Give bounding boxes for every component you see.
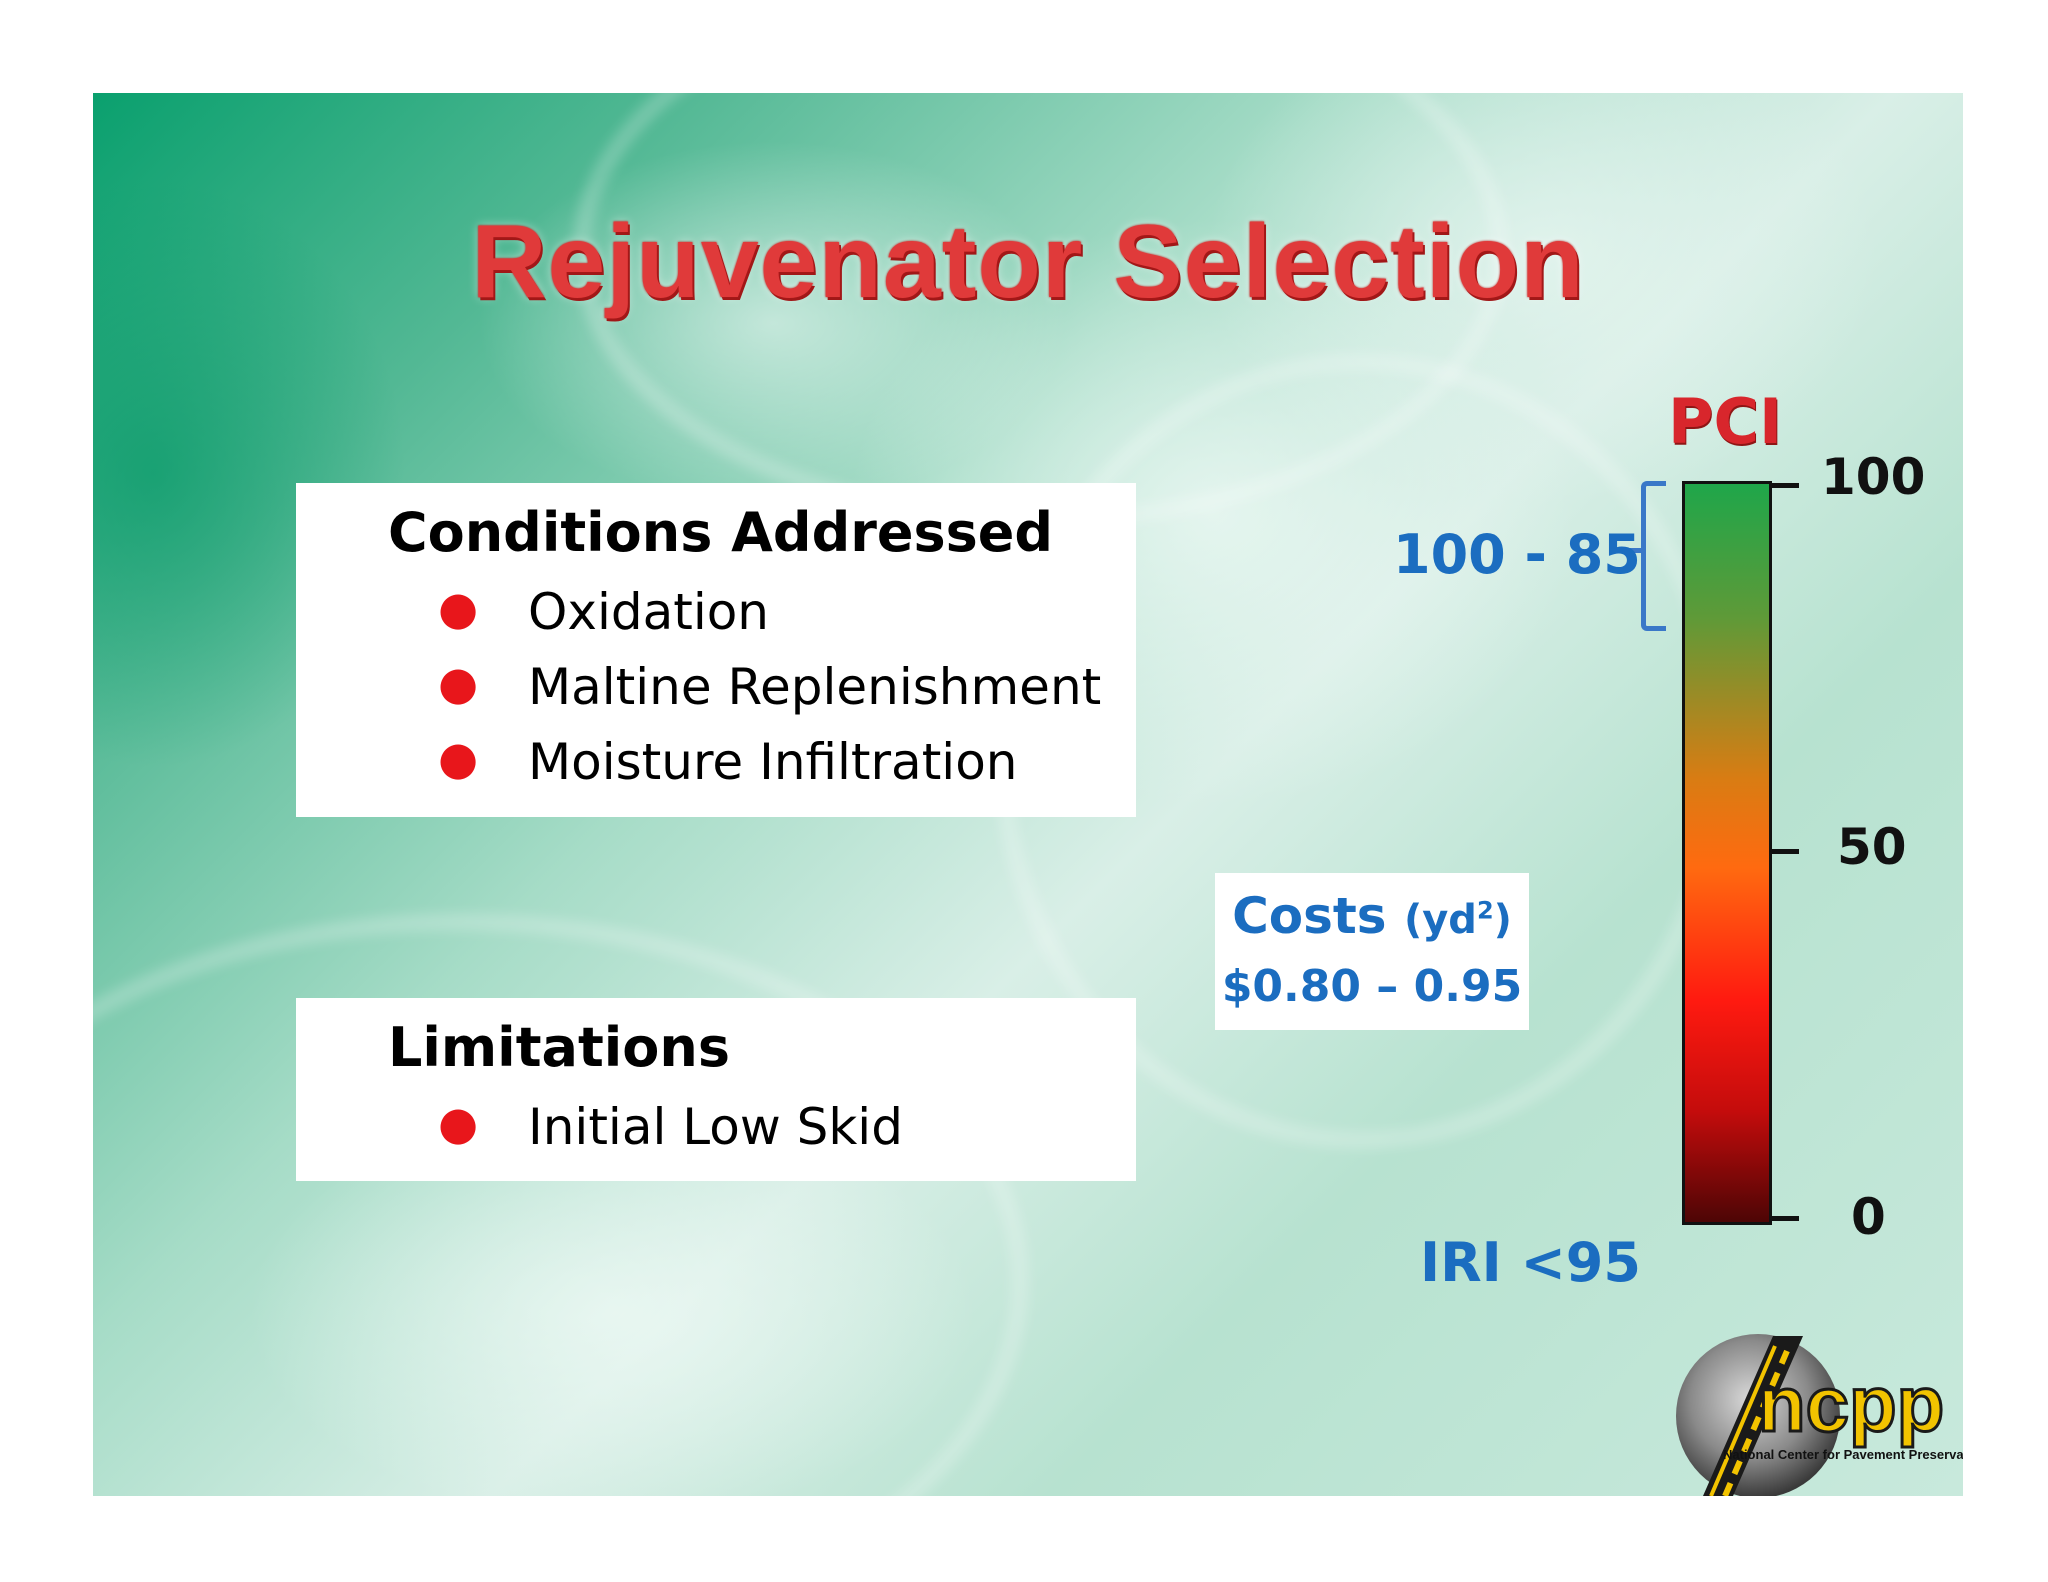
logo-wordmark: ncpp [1758,1360,1944,1448]
costs-label: Costs (yd2) [1215,887,1529,945]
logo-subtitle: National Center for Pavement Preservatio… [1723,1447,1963,1462]
list-item: ● Moisture Infiltration [438,731,1178,803]
list-item: ● Oxidation [438,581,1178,653]
pci-tick-label: 50 [1837,818,1907,876]
pci-tick-label: 100 [1821,448,1926,506]
bullet-icon: ● [438,656,479,710]
pci-title: PCI [1668,385,1783,458]
list-item-text: Initial Low Skid [528,1098,903,1156]
slide: Rejuvenator Selection Conditions Address… [93,93,1963,1496]
pci-tick-label: 0 [1851,1188,1886,1246]
slide-title: Rejuvenator Selection [471,204,1585,320]
list-item-text: Moisture Infiltration [528,733,1018,791]
costs-box: Costs (yd2) $0.80 – 0.95 [1215,873,1529,1030]
limitations-heading: Limitations [388,1016,730,1079]
costs-label-text: Costs [1232,887,1387,945]
bullet-icon: ● [438,1096,479,1150]
costs-unit-superscript: 2 [1476,896,1494,925]
conditions-heading: Conditions Addressed [388,501,1054,564]
range-bracket [1641,481,1666,631]
bullet-icon: ● [438,731,479,785]
ncpp-logo-graphic: ncpp National Center for Pavement Preser… [1676,1334,1963,1496]
list-item-text: Oxidation [528,583,769,641]
pci-tick-0 [1769,1216,1799,1221]
range-bracket-point [1629,548,1645,553]
pci-tick-100 [1769,483,1799,488]
costs-value: $0.80 – 0.95 [1221,961,1523,1012]
costs-unit: (yd2) [1404,897,1512,943]
limitations-box: Limitations ● Initial Low Skid [296,998,1136,1181]
iri-label: IRI <95 [1420,1231,1641,1294]
pci-gradient-bar [1682,481,1772,1225]
pci-tick-50 [1769,849,1799,854]
conditions-box: Conditions Addressed ● Oxidation ● Malti… [296,483,1136,817]
costs-unit-base: (yd [1403,897,1477,943]
ncpp-logo: ncpp National Center for Pavement Preser… [1663,1331,1963,1496]
list-item: ● Maltine Replenishment [438,656,1178,728]
bullet-icon: ● [438,581,479,635]
list-item: ● Initial Low Skid [438,1096,1178,1168]
list-item-text: Maltine Replenishment [528,658,1102,716]
pci-range-label: 100 - 85 [1393,523,1641,586]
costs-unit-close: ) [1493,897,1512,943]
